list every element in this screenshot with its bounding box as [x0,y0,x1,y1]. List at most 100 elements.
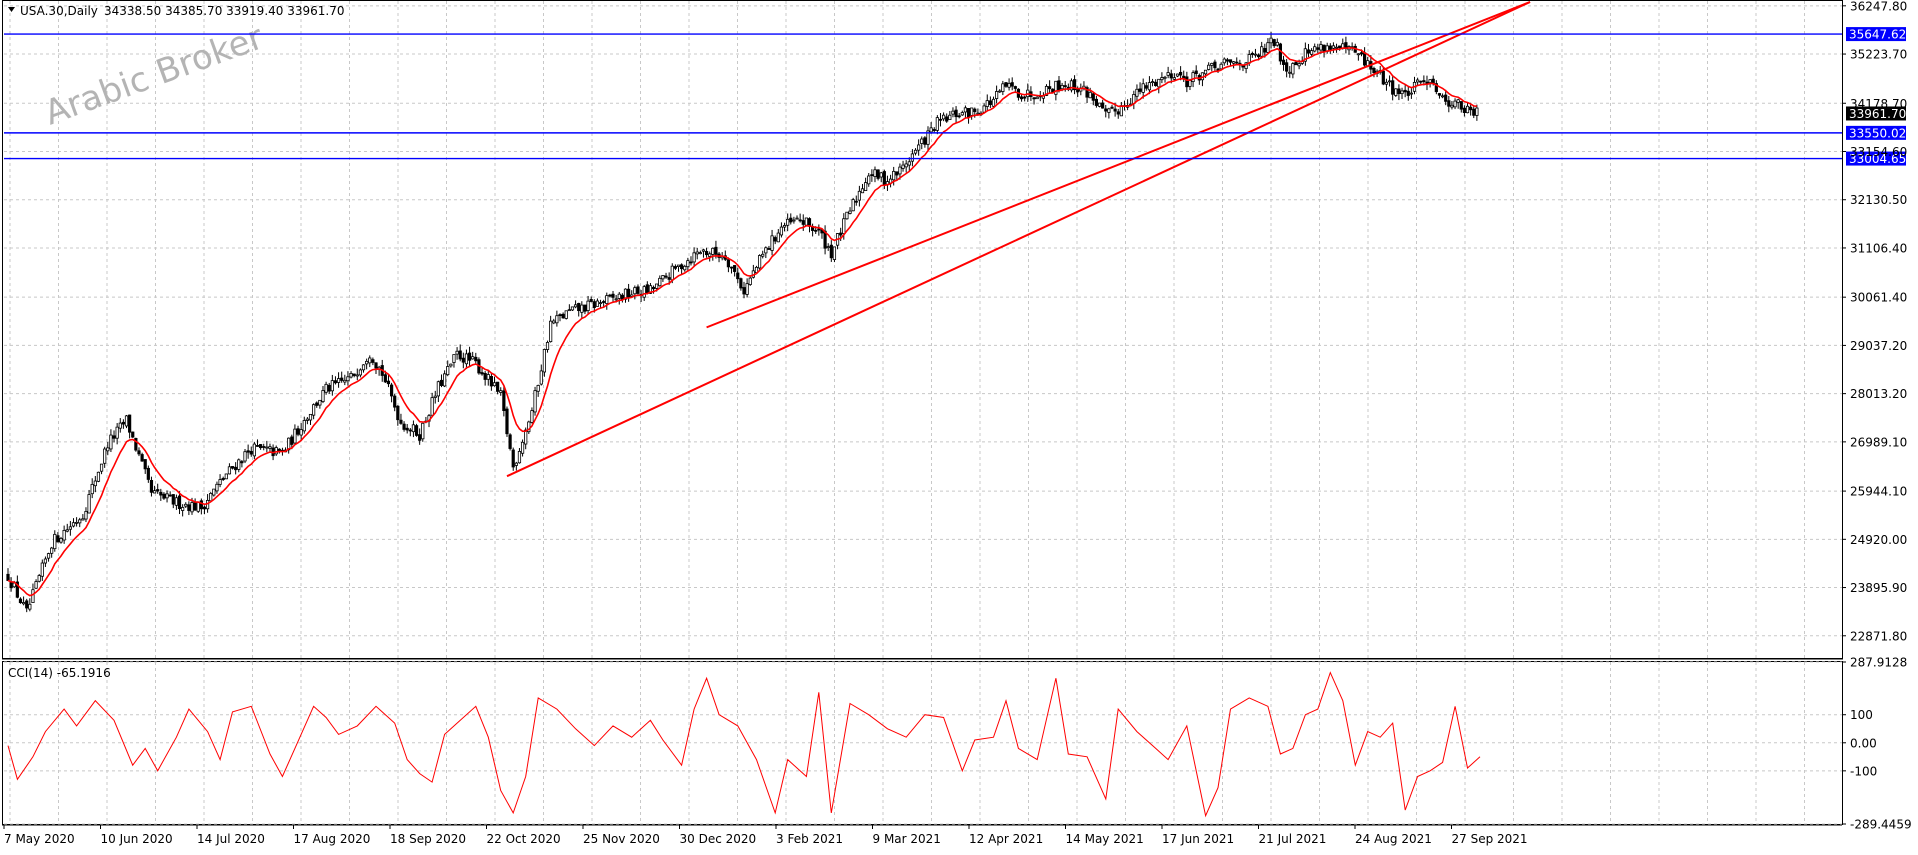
candle-body [140,454,144,462]
candle-body [552,320,556,324]
candle-body [411,424,416,433]
candle-body [1222,58,1226,64]
candle-body [237,459,241,470]
y-tick-label: 28013.20 [1850,387,1907,401]
candle-body [963,107,968,113]
candle-body [1069,80,1074,91]
candle-body [455,350,459,355]
candle-body [1338,45,1342,49]
candle-body [517,451,522,464]
candle-body [957,115,961,118]
candle-body [62,529,66,541]
candle-body [736,272,740,280]
candle-body [202,506,207,510]
candle-body [305,418,309,421]
candle-body [1266,42,1270,53]
candle-body [268,446,272,449]
candle-body [611,293,615,298]
candle-body [1147,82,1152,91]
y-tick-label: 22871.80 [1850,629,1907,643]
candle-body [215,483,219,492]
candle-body [1372,67,1376,74]
symbol-label: USA.30,Daily [20,4,98,18]
candle-body [658,277,662,287]
collapse-triangle-icon[interactable] [8,7,15,12]
candle-body [1023,96,1027,99]
candle-body [966,108,971,118]
candle-body [1010,82,1014,87]
candle-body [842,218,846,234]
candle-body [920,138,924,144]
candle-body [929,127,933,133]
candle-body [570,306,575,311]
candle-body [708,253,712,257]
candle-body [882,171,886,186]
candle-body [71,522,76,527]
candle-body [112,435,116,439]
candle-body [483,372,487,380]
candle-body [78,519,82,524]
main-plot-frame [2,0,1843,659]
candle-body [1241,65,1245,68]
x-tick-label: 7 May 2020 [4,832,75,846]
candle-body [1063,85,1067,87]
candle-body [1285,62,1289,72]
candle-body [508,434,512,449]
candle-body [449,363,453,367]
candle-body [530,410,534,423]
candle-body [252,443,256,457]
candle-body [1004,82,1008,87]
x-tick-label: 30 Dec 2020 [680,832,757,846]
candle-body [56,535,60,543]
candle-body [1138,88,1142,92]
candle-body [1341,43,1345,49]
candle-body [545,342,550,350]
candle-body [31,589,35,603]
candle-body [1141,83,1145,93]
candle-body [405,427,409,431]
candle-body [932,129,936,131]
candle-body [651,286,656,290]
candle-body [764,247,768,254]
y-tick-label: 36247.80 [1850,0,1907,13]
candle-body [174,497,179,506]
candle-body [505,408,509,435]
candle-body [592,301,596,308]
candle-body [938,118,943,121]
candle-body [361,364,366,371]
candle-body [1328,45,1332,50]
candle-body [913,149,918,154]
candle-body [262,446,266,448]
trendline[interactable] [706,1,1531,329]
candle-body [1397,88,1401,94]
candle-body [343,379,347,383]
candle-body [711,247,715,255]
candle-body [53,533,57,550]
candle-body [486,374,490,380]
candle-body [458,350,462,360]
candle-body [277,448,281,452]
candle-body [1263,48,1267,53]
candle-body [227,466,232,475]
candle-body [386,380,391,385]
candle-body [296,428,300,435]
candle-body [165,493,169,499]
candle-body [218,479,222,485]
y-tick-label: 30061.40 [1850,291,1907,305]
candle-body [742,287,746,295]
candle-body [514,462,518,466]
candle-body [421,422,425,440]
candle-body [1191,72,1195,82]
candle-body [290,436,294,445]
x-tick-label: 12 Apr 2021 [969,832,1043,846]
candle-body [402,423,406,430]
candle-body [75,521,79,524]
candle-body [876,169,880,179]
candle-body [739,278,743,289]
candle-body [1419,80,1423,83]
trendline[interactable] [506,1,1531,478]
candle-body [159,491,163,496]
candle-body [1253,53,1258,56]
candle-body [28,603,32,610]
candle-body [230,466,235,469]
